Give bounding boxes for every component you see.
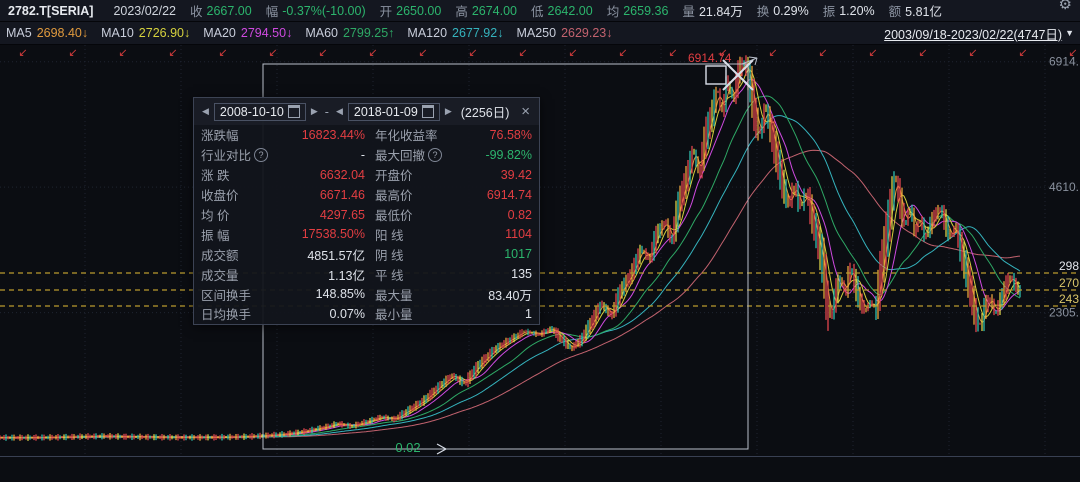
prev-start-date-button[interactable]: ◀ [202,106,209,116]
chart-area: 298 270 243 ↙ ↙ ↙ ↙ ↙ ↙ ↙ ↙ ↙ ↙ ↙ ↙ ↙ ↙ ↙ ↙ ↙ ↙ ↙ ↙ ↙ ↙ 6914. 4610… [0,45,1080,477]
range-stats-panel: ◀ 2008-10-10 ▶ - ◀ 2018-01-09 ▶ (2256日) … [193,97,540,325]
start-date-value[interactable]: 2008-10-10 [219,104,284,119]
quote-field-收: 收 2667.00 [190,3,252,20]
quote-field-换: 换 0.29% [756,3,809,20]
event-marker-icon: ↙ [868,47,877,59]
event-marker-icon: ↙ [518,47,527,59]
symbol-name: 2782.T[SERIA] [8,3,94,18]
stats-row: 收盘价 6671.46 最高价 6914.74 [201,187,532,204]
help-icon[interactable]: ? [428,147,443,162]
next-start-date-button[interactable]: ▶ [310,106,318,116]
event-marker-icon: ↙ [668,47,677,59]
event-marker-icon: ↙ [18,47,27,59]
event-marker-icon: ↙ [1018,47,1027,59]
event-marker-icon: ↙ [68,47,77,59]
calendar-icon[interactable] [287,105,300,118]
level-label: 243 [1059,292,1079,306]
end-date-value[interactable]: 2018-01-09 [353,104,418,119]
ma-values: MA5 2698.40↓ MA10 2726.90↓ MA20 2794.50↓ MA60 2… [6,26,613,40]
next-end-date-button[interactable]: ▶ [444,106,452,116]
event-marker-icon: ↙ [818,47,827,59]
event-marker-icon: ↙ [568,47,577,59]
level-label: 298 [1059,259,1079,273]
chevron-down-icon[interactable]: ▼ [1065,28,1074,38]
event-marker-icon: ↙ [768,47,777,59]
range-day-count: (2256日) [460,106,510,120]
ma-item-MA120: MA120 2677.92↓ [407,26,504,40]
ma-item-MA20: MA20 2794.50↓ [203,26,293,40]
stats-row: 行业对比? - 最大回撤? -99.82% [201,147,532,164]
event-marker-icon: ↙ [618,47,627,59]
range-stats-rows: 涨跌幅 16823.44% 年化收益率 76.58% 行业对比? - 最大回撤? -99.82… [194,125,539,324]
stats-row: 成交额 4851.57亿阴 线 1017 [201,247,532,263]
help-icon[interactable]: ? [254,147,269,162]
event-marker-icon: ↙ [468,47,477,59]
event-marker-icon: ↙ [718,47,727,59]
y-axis-label: 2305. [1049,306,1079,320]
quote-bar: 2782.T[SERIA] 2023/02/22 收 2667.00 幅 -0.37%… [0,0,1080,22]
quote-field-幅: 幅 -0.37%(-10.00) [265,3,366,20]
start-date-picker[interactable]: 2008-10-10 [213,102,306,121]
quote-field-开: 开 2650.00 [379,3,442,20]
event-marker-icon: ↙ [118,47,127,59]
event-marker-icon: ↙ [968,47,977,59]
date-range-separator: - [324,104,329,119]
event-marker-icon: ↙ [918,47,927,59]
calendar-icon[interactable] [421,105,434,118]
ma-item-MA60: MA60 2799.25↑ [305,26,395,40]
event-marker-icon: ↙ [168,47,177,59]
quote-field-高: 高 2674.00 [455,3,518,20]
stats-row: 日均换手 0.07% 最小量 1 [201,306,532,323]
event-marker-icon: ↙ [318,47,327,59]
ma-item-MA5: MA5 2698.40↓ [6,26,89,40]
event-marker-icon: ↙ [418,47,427,59]
event-marker-icon: ↙ [218,47,227,59]
stats-row: 涨跌幅 16823.44% 年化收益率 76.58% [201,127,532,144]
quote-field-额: 额 5.81亿 [888,5,943,19]
quote-field-均: 均 2659.36 [606,3,669,20]
stats-row: 成交量 1.13亿平 线 135 [201,267,532,283]
quote-fields: 收 2667.00 幅 -0.37%(-10.00) 开 2650.00 高 2674.00 低… [190,1,942,20]
date-range-selector[interactable]: 2003/09/18-2023/02/22(4747日) ▼ [884,22,1074,44]
end-date-picker[interactable]: 2018-01-09 [347,102,440,121]
settings-gear-icon[interactable]: ⚙ [1058,0,1072,13]
stats-row: 振 幅 17538.50% 阳 线 1104 [201,227,532,243]
quote-date: 2023/02/22 [113,3,177,18]
peak-price-label: 6914.74 [688,51,732,65]
quote-field-低: 低 2642.00 [531,3,593,20]
close-icon[interactable]: × [521,103,530,120]
prev-end-date-button[interactable]: ◀ [335,106,343,116]
selection-handle[interactable] [705,65,727,85]
ma-legend-bar: MA5 2698.40↓ MA10 2726.90↓ MA20 2794.50↓ MA60 2… [0,22,1080,45]
range-stats-header: ◀ 2008-10-10 ▶ - ◀ 2018-01-09 ▶ (2256日) … [194,98,539,125]
quote-field-量: 量 21.84万 [682,5,743,19]
y-axis-label: 4610. [1049,180,1079,194]
stats-row: 区间换手 148.85% 最大量 83.40万 [201,287,532,303]
y-axis-label: 6914. [1049,55,1079,69]
level-label: 270 [1059,276,1079,290]
quote-field-振: 振 1.20% [822,3,875,20]
stats-row: 均 价 4297.65 最低价 0.82 [201,207,532,224]
date-range-text[interactable]: 2003/09/18-2023/02/22(4747日) [884,27,1063,42]
stats-row: 涨 跌 6632.04 开盘价 39.42 [201,167,532,184]
event-marker-icon: ↙ [1068,47,1077,59]
min-price-label: 0.02 [395,440,420,455]
event-marker-icon: ↙ [368,47,377,59]
ma-item-MA10: MA10 2726.90↓ [101,26,191,40]
event-marker-icon: ↙ [268,47,277,59]
ma-item-MA250: MA250 2629.23↓ [516,26,613,40]
